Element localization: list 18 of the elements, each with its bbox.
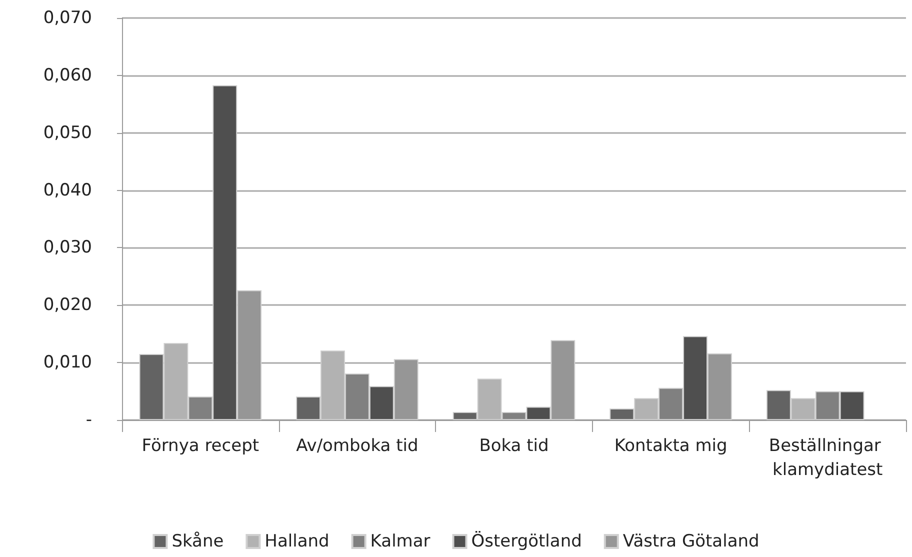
x-tick-label: Kontakta mig	[614, 436, 728, 456]
y-tick-label: 0,020	[43, 295, 92, 316]
legend-label: Kalmar	[370, 532, 430, 552]
legend-label: Östergötland	[471, 530, 582, 552]
y-tick-label: 0,010	[43, 352, 92, 373]
x-tick-label: Av/omboka tid	[296, 436, 418, 456]
x-tick-label: Beställningar klamydiatest	[768, 436, 886, 480]
y-tick-label: -	[86, 410, 92, 430]
legend-label: Skåne	[172, 532, 224, 552]
y-tick-label: 0,050	[43, 122, 92, 143]
legend-label: Västra Götaland	[622, 532, 760, 552]
y-tick-label: 0,030	[43, 238, 92, 258]
x-tick-label: Boka tid	[479, 436, 549, 456]
legend-label: Halland	[264, 532, 330, 552]
y-tick-label: 0,040	[43, 180, 92, 200]
y-tick-label: 0,060	[43, 65, 92, 86]
x-tick-label: Förnya recept	[142, 436, 260, 456]
y-tick-label: 0,070	[43, 8, 92, 28]
